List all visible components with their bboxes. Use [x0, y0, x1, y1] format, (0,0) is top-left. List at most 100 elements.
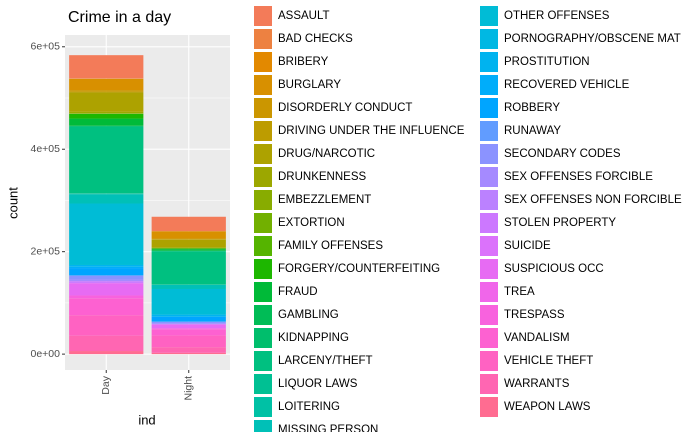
bar-segment [151, 335, 226, 348]
legend-label: RUNAWAY [504, 125, 561, 137]
bar-segment [151, 321, 226, 324]
bar-segment [69, 275, 144, 277]
legend-label: TRESPASS [504, 309, 565, 321]
bar-segment [151, 248, 226, 250]
bar-segment [69, 281, 144, 283]
bar-segment [69, 90, 144, 92]
legend-label: OTHER OFFENSES [504, 10, 610, 22]
legend-swatch [480, 374, 498, 394]
bar-segment [151, 329, 226, 336]
bar-segment [69, 111, 144, 114]
bar-segment [69, 78, 144, 91]
legend-label: DRUNKENNESS [278, 171, 367, 183]
legend-swatch [480, 144, 498, 164]
legend-swatch [480, 351, 498, 371]
legend-swatch [254, 351, 272, 371]
legend-swatch [254, 52, 272, 72]
legend-label: SECONDARY CODES [504, 148, 621, 160]
legend-label: GAMBLING [278, 309, 339, 321]
bar-segment [69, 55, 144, 79]
bar-segment [151, 249, 226, 251]
legend-label: SUSPICIOUS OCC [504, 263, 604, 275]
legend-swatch [254, 374, 272, 394]
legend-swatch [254, 29, 272, 49]
bar-segment [151, 314, 226, 317]
legend-label: SEX OFFENSES NON FORCIBLE [504, 194, 682, 206]
bar-segment [69, 193, 144, 195]
legend-label: KIDNAPPING [278, 332, 349, 344]
legend-label: SUICIDE [504, 240, 551, 252]
legend-label: SEX OFFENSES FORCIBLE [504, 171, 653, 183]
legend-label: BURGLARY [278, 79, 341, 91]
legend-label: RECOVERED VEHICLE [504, 79, 630, 91]
legend-label: EMBEZZLEMENT [278, 194, 371, 206]
legend-swatch [254, 213, 272, 233]
bar-segment [151, 238, 226, 240]
legend-swatch [480, 6, 498, 26]
bar-segment [151, 352, 226, 355]
legend-swatch [254, 328, 272, 348]
legend-swatch [254, 121, 272, 141]
bars [69, 55, 226, 355]
legend-swatch [480, 98, 498, 118]
legend-swatch [480, 213, 498, 233]
legend-label: DRUG/NARCOTIC [278, 148, 375, 160]
legend-swatch [254, 282, 272, 302]
chart-title: Crime in a day [68, 9, 171, 26]
y-tick-label: 6e+05 [31, 41, 61, 53]
bar-segment [69, 194, 144, 204]
y-axis-label: count [5, 187, 20, 219]
bar-segment [151, 247, 226, 249]
legend-swatch [480, 29, 498, 49]
bar-segment [69, 203, 144, 265]
legend-swatch [254, 420, 272, 432]
bar-segment [151, 284, 226, 289]
legend-swatch [254, 98, 272, 118]
bar-segment [69, 315, 144, 336]
legend-swatch [480, 305, 498, 325]
legend-swatch [254, 259, 272, 279]
legend-swatch [254, 236, 272, 256]
legend-label: DISORDERLY CONDUCT [278, 102, 412, 114]
legend-swatch [480, 236, 498, 256]
legend-label: STOLEN PROPERTY [504, 217, 616, 229]
legend-label: WARRANTS [504, 378, 570, 390]
legend-label: VANDALISM [504, 332, 570, 344]
bar-segment [69, 279, 144, 282]
bar-segment [69, 118, 144, 126]
bar-segment [69, 78, 144, 79]
legend-swatch [254, 144, 272, 164]
legend-label: LARCENY/THEFT [278, 355, 373, 367]
legend-label: DRIVING UNDER THE INFLUENCE [278, 125, 465, 137]
bar-segment [69, 264, 144, 267]
legend-label: PORNOGRAPHY/OBSCENE MAT [504, 33, 681, 45]
legend-label: FAMILY OFFENSES [278, 240, 383, 252]
legend-swatch [480, 328, 498, 348]
legend-swatch [480, 190, 498, 210]
legend-swatch [254, 397, 272, 417]
bar-segment [69, 268, 144, 276]
legend-label: PROSTITUTION [504, 56, 590, 68]
bar-segment [151, 288, 226, 315]
bar-segment [69, 283, 144, 296]
legend-label: EXTORTION [278, 217, 345, 229]
x-tick-label: Day [100, 375, 112, 394]
legend-swatch [254, 167, 272, 187]
bar-segment [69, 126, 144, 194]
bar-segment [69, 113, 144, 119]
bar-segment [151, 347, 226, 353]
legend: ASSAULT BAD CHECKS BRIBERY BURGLARY DISORDER… [254, 6, 682, 432]
bar-segment [69, 125, 144, 127]
legend-swatch [480, 121, 498, 141]
bar-segment [69, 351, 144, 355]
legend-label: TREA [504, 286, 535, 298]
y-tick-label: 4e+05 [31, 143, 61, 155]
legend-label: VEHICLE THEFT [504, 355, 593, 367]
bar-segment [151, 324, 226, 325]
legend-swatch [254, 75, 272, 95]
y-tick-label: 0e+00 [31, 348, 61, 360]
legend-label: MISSING PERSON [278, 424, 378, 432]
legend-label: FRAUD [278, 286, 318, 298]
bar-segment [151, 316, 226, 322]
